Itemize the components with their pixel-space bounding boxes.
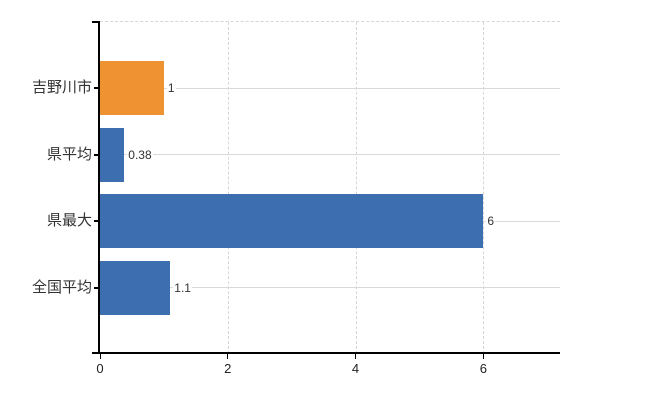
bar	[100, 194, 484, 249]
y-axis-top-tick	[92, 21, 98, 23]
bar	[100, 61, 164, 116]
gridline-horizontal	[100, 287, 560, 289]
gridline-vertical	[483, 22, 485, 354]
x-tick-label: 4	[351, 361, 360, 376]
y-axis-bottom-tick	[92, 352, 98, 354]
gridline-vertical	[227, 22, 229, 354]
x-tick	[227, 354, 229, 359]
gridline-horizontal	[100, 154, 560, 156]
value-label: 1	[166, 81, 176, 96]
x-tick-label: 2	[224, 361, 232, 376]
category-tick	[94, 87, 100, 90]
gridline-vertical	[355, 22, 357, 354]
x-tick	[355, 354, 357, 359]
category-label: 吉野川市	[31, 79, 92, 97]
gridline-horizontal	[100, 87, 560, 89]
value-label: 0.38	[127, 147, 153, 162]
category-tick	[94, 286, 100, 289]
x-tick-label: 0	[96, 361, 104, 376]
x-tick	[99, 354, 101, 359]
category-tick	[94, 220, 100, 223]
category-tick	[94, 153, 100, 156]
value-label: 1.1	[173, 280, 192, 295]
category-label: 県平均	[46, 145, 92, 163]
plot-top-border	[100, 21, 560, 22]
category-label: 県最大	[46, 212, 92, 230]
x-axis	[98, 352, 560, 354]
value-label: 6	[486, 214, 496, 229]
bar	[100, 260, 171, 315]
y-axis	[98, 21, 100, 354]
category-label: 全国平均	[31, 278, 92, 296]
bar	[100, 127, 125, 182]
x-tick	[482, 354, 484, 359]
x-tick-label: 6	[479, 361, 487, 376]
